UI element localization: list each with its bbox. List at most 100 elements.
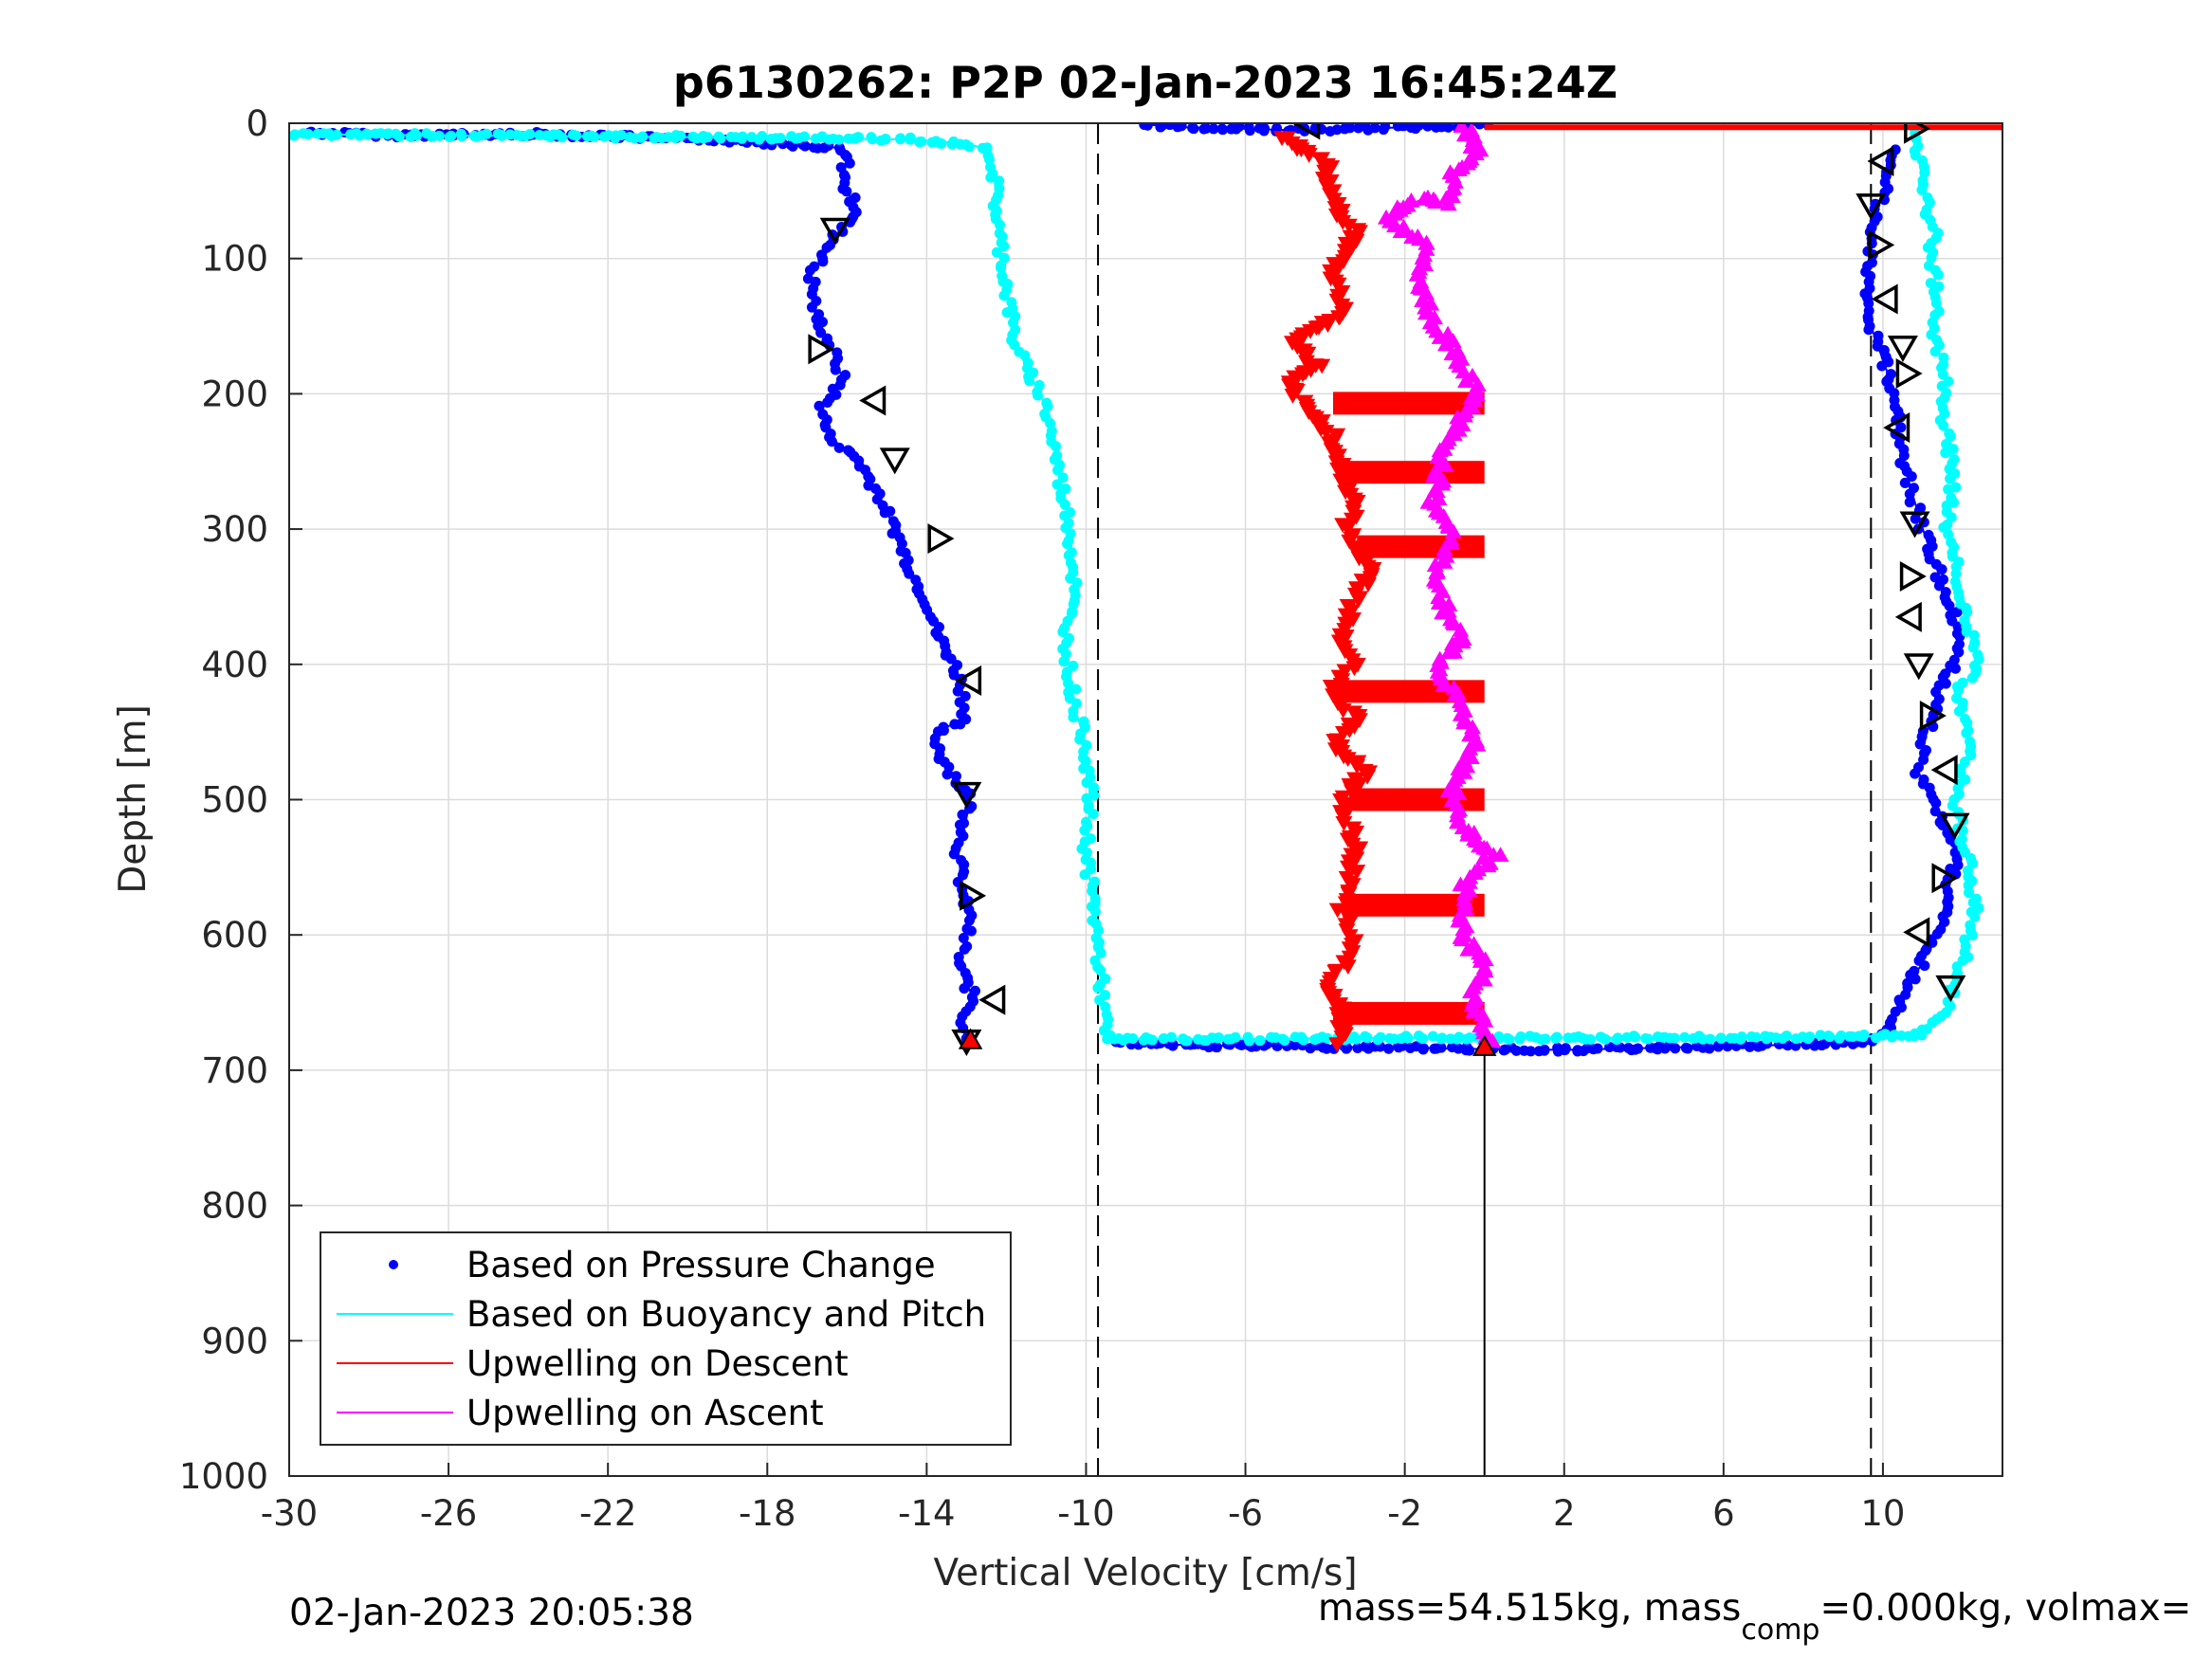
data-point bbox=[615, 130, 627, 141]
data-point bbox=[1929, 806, 1941, 817]
data-point bbox=[1804, 1031, 1816, 1043]
profile-marker bbox=[951, 781, 982, 809]
data-point bbox=[331, 129, 342, 140]
data-point bbox=[1300, 148, 1318, 163]
plot-frame bbox=[288, 122, 2003, 1477]
data-point bbox=[1899, 477, 1910, 488]
data-point bbox=[737, 133, 748, 144]
data-point bbox=[1453, 1043, 1464, 1054]
data-point bbox=[949, 719, 960, 730]
data-point bbox=[963, 915, 975, 926]
data-point bbox=[1057, 627, 1069, 638]
data-point bbox=[1214, 1032, 1225, 1044]
x-tick-label: -10 bbox=[1057, 1493, 1114, 1534]
data-point bbox=[1298, 1034, 1309, 1046]
data-point bbox=[1925, 278, 1936, 289]
data-point bbox=[1340, 218, 1358, 234]
mass-sub: comp bbox=[1741, 1613, 1819, 1647]
profile-marker bbox=[978, 984, 1006, 1015]
data-point bbox=[1088, 782, 1100, 793]
data-point bbox=[1946, 492, 1957, 503]
data-point bbox=[1705, 1033, 1716, 1045]
data-point bbox=[965, 925, 977, 937]
data-point bbox=[1360, 577, 1378, 592]
data-point bbox=[1422, 123, 1434, 132]
legend-label: Based on Buoyancy and Pitch bbox=[466, 1294, 986, 1335]
profile-marker bbox=[1939, 812, 1970, 840]
data-point bbox=[799, 140, 811, 152]
data-point bbox=[1146, 1034, 1158, 1046]
series-upwelling-on-descent bbox=[1273, 124, 2002, 1053]
data-point bbox=[1960, 713, 1971, 724]
x-tick-label: 6 bbox=[1712, 1493, 1735, 1534]
data-marks bbox=[289, 123, 2002, 1057]
data-point bbox=[1094, 994, 1106, 1006]
x-axis-label: Vertical Velocity [cm/s] bbox=[933, 1552, 1357, 1595]
data-point bbox=[957, 809, 968, 820]
data-point bbox=[1459, 940, 1477, 957]
data-point bbox=[948, 669, 960, 681]
data-point bbox=[1417, 1033, 1429, 1045]
data-point bbox=[994, 175, 1005, 187]
series-upwelling-on-ascent bbox=[1377, 123, 1509, 1048]
data-point bbox=[1243, 123, 1254, 133]
data-point bbox=[1604, 1042, 1616, 1053]
data-point bbox=[1217, 124, 1229, 136]
data-point bbox=[1815, 1030, 1826, 1041]
data-point bbox=[1167, 1040, 1179, 1051]
data-point bbox=[1750, 1031, 1762, 1043]
data-point bbox=[1235, 1039, 1247, 1050]
data-point bbox=[1450, 785, 1468, 800]
data-point bbox=[804, 264, 815, 276]
x-tick-label: -22 bbox=[579, 1493, 636, 1534]
data-point bbox=[1127, 1033, 1139, 1045]
data-point bbox=[1057, 472, 1069, 483]
mass-prefix: mass=54.515kg, mass bbox=[1318, 1587, 1741, 1630]
data-point bbox=[1344, 123, 1356, 134]
data-point bbox=[1313, 358, 1331, 374]
data-point bbox=[830, 364, 841, 375]
data-point bbox=[948, 848, 960, 860]
data-point bbox=[1736, 1031, 1747, 1043]
data-point bbox=[1344, 612, 1362, 628]
data-point bbox=[1074, 734, 1086, 745]
data-point bbox=[1945, 864, 1956, 875]
profile-marker bbox=[1903, 653, 1934, 681]
data-point bbox=[302, 128, 314, 139]
data-point bbox=[1092, 982, 1104, 994]
profile-marker bbox=[1903, 917, 1930, 948]
data-point bbox=[1682, 1043, 1693, 1054]
data-point bbox=[1157, 123, 1168, 132]
x-tick-label: 10 bbox=[1860, 1493, 1905, 1534]
data-point bbox=[1873, 330, 1884, 341]
data-point bbox=[1463, 996, 1481, 1012]
data-point bbox=[1052, 465, 1064, 476]
x-tick-labels: -30 -26 -22 -18 -14 -10 -6 -2 2 6 10 bbox=[261, 1493, 1906, 1534]
data-point bbox=[1032, 390, 1043, 401]
data-point bbox=[1279, 1035, 1290, 1047]
profile-marker bbox=[1883, 412, 1910, 444]
data-point bbox=[1166, 1031, 1178, 1043]
reference-lines bbox=[1097, 123, 1873, 1476]
data-point bbox=[1284, 389, 1302, 404]
data-point bbox=[1933, 305, 1945, 317]
legend-box bbox=[320, 1231, 1012, 1446]
profile-marker bbox=[1871, 283, 1898, 315]
data-point bbox=[1179, 1035, 1191, 1047]
data-point bbox=[1348, 758, 1366, 775]
data-point bbox=[867, 134, 878, 145]
data-point bbox=[1712, 1041, 1724, 1052]
data-point bbox=[1957, 677, 1968, 688]
data-point bbox=[1918, 774, 1929, 785]
data-point bbox=[1095, 965, 1106, 976]
x-tick-label: -26 bbox=[420, 1493, 477, 1534]
data-point bbox=[1088, 809, 1099, 820]
data-point bbox=[1089, 906, 1101, 918]
legend: Based on Pressure Change Based on Buoyanc… bbox=[320, 1231, 1012, 1446]
data-point bbox=[1917, 175, 1929, 187]
data-point bbox=[1453, 931, 1472, 947]
data-point bbox=[1329, 277, 1347, 293]
data-point bbox=[1915, 502, 1927, 514]
data-point bbox=[1824, 1031, 1836, 1043]
data-point bbox=[1959, 934, 1970, 945]
